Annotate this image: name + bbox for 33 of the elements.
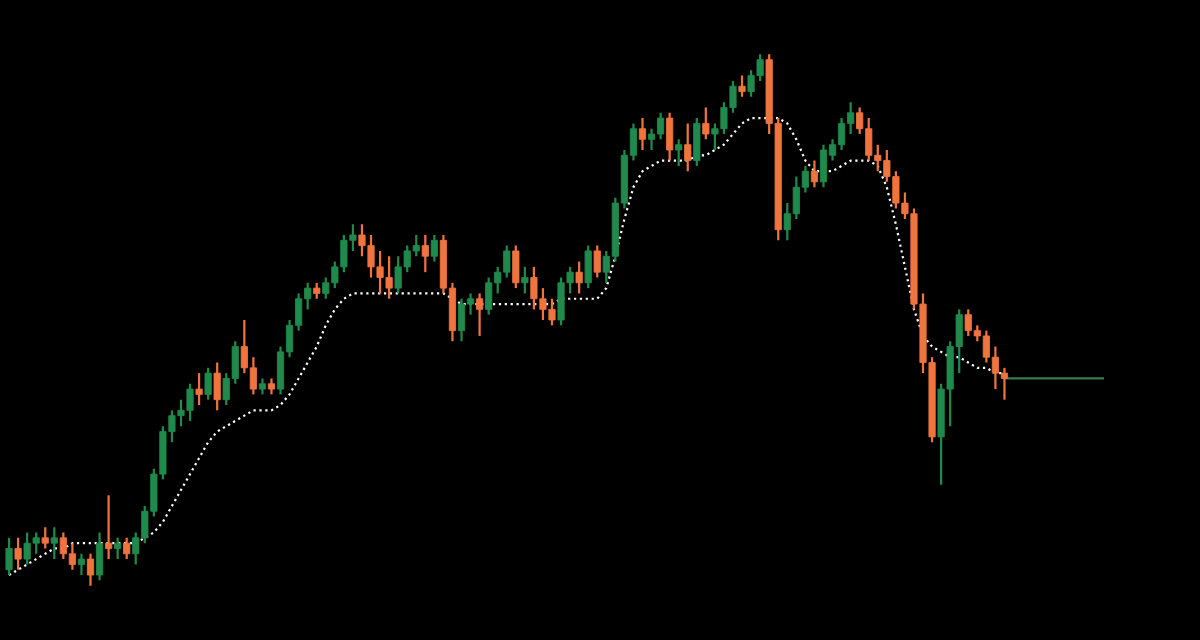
candlestick <box>693 116 701 168</box>
candlestick <box>819 143 828 189</box>
candlestick <box>738 74 746 98</box>
candlestick <box>584 244 592 290</box>
candlestick <box>41 526 49 550</box>
candlestick <box>593 244 601 279</box>
candlestick <box>810 159 819 189</box>
candlestick <box>702 106 710 141</box>
candlestick <box>213 361 221 412</box>
candlestick <box>5 536 13 577</box>
candlestick <box>457 297 466 343</box>
candlestick <box>575 260 583 295</box>
candlestick <box>14 536 22 571</box>
candlestick <box>521 265 529 295</box>
candlestick <box>421 233 429 274</box>
candlestick <box>837 116 846 152</box>
candlestick <box>195 372 203 407</box>
candlestick <box>638 116 647 152</box>
candlestick <box>50 526 58 561</box>
candlestick <box>123 536 131 561</box>
candlestick <box>77 552 86 577</box>
candlestick <box>86 552 95 587</box>
candlestick <box>666 111 674 162</box>
candlestick <box>68 542 76 571</box>
candlestick <box>105 494 113 561</box>
candlestick <box>675 138 683 168</box>
candlestick <box>476 292 484 338</box>
candlestick <box>512 244 520 290</box>
candlestick <box>430 233 438 263</box>
candlestick <box>684 122 692 173</box>
candlestick <box>95 531 104 582</box>
candlestick <box>114 536 122 561</box>
candlestick <box>204 366 212 401</box>
